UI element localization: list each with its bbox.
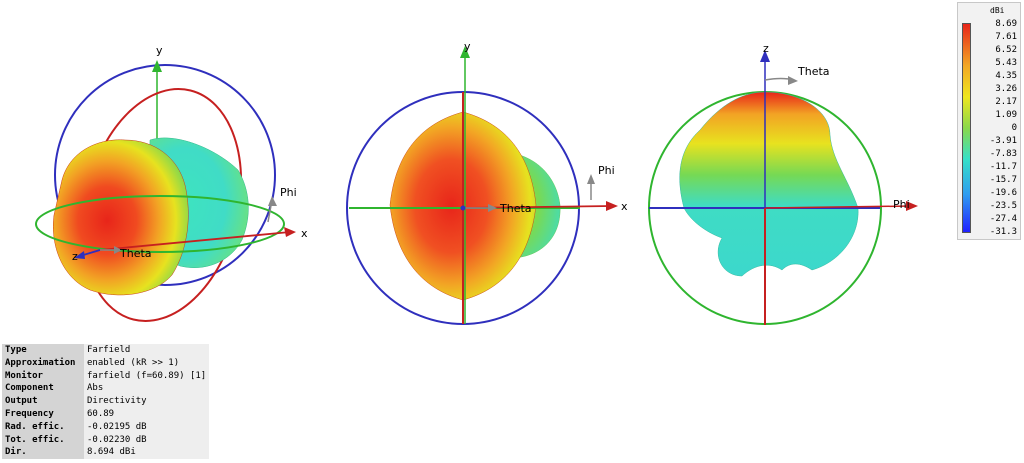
x-axis-line (764, 205, 913, 209)
info-row: Approximation enabled (kR >> 1) (2, 356, 210, 370)
info-label: Tot. effic. (2, 433, 84, 447)
colorbar-tick-label: 8.69 (995, 19, 1017, 29)
view-1-phi-label: Phi (280, 186, 297, 199)
info-value: -0.02195 dB (84, 420, 210, 434)
info-row: Type Farfield (2, 344, 210, 357)
z-axis-arrow (760, 50, 770, 62)
info-value: enabled (kR >> 1) (84, 356, 210, 370)
colorbar-tick-label: -15.7 (989, 175, 1017, 185)
view-1-x-label: x (301, 227, 308, 240)
phi-arrow-head (268, 196, 277, 206)
colorbar-tick-label: 5.43 (995, 58, 1017, 68)
colorbar-legend: dBi 8.69 7.61 6.52 5.43 4.35 3.26 2.17 1.09 0 -3.… (957, 2, 1021, 240)
info-label: Frequency (2, 407, 84, 421)
info-label: Dir. (2, 446, 84, 460)
colorbar-tick-label: -7.83 (989, 149, 1017, 159)
info-label: Monitor (2, 369, 84, 383)
info-label: Output (2, 395, 84, 408)
info-value: farfield (f=60.89) [1] (84, 369, 210, 383)
info-label: Type (2, 344, 84, 357)
colorbar-tick-label: 3.26 (995, 84, 1017, 94)
colorbar-tick-label: -27.4 (989, 214, 1017, 224)
view-1-theta-label: Theta (119, 247, 152, 260)
theta-arrow-head (788, 76, 798, 85)
view-2-x-label: x (621, 200, 628, 213)
x-axis-arrow (906, 201, 918, 211)
z-axis-arrow (74, 251, 85, 259)
info-row: Rad. effic. -0.02195 dB (2, 420, 210, 434)
view-2-phi-label: Phi (598, 164, 615, 177)
blue-reference-circle (54, 64, 276, 286)
view-2-y-label: y (464, 40, 471, 53)
colorbar-tick-label: 1.09 (995, 110, 1017, 120)
info-value: Farfield (84, 344, 210, 357)
view-2-theta-label: Theta (499, 202, 532, 215)
theta-arrow-head (114, 246, 122, 254)
phi-arrow-head (587, 174, 595, 184)
view-1-perspective: x y z Theta Phi (35, 44, 308, 322)
colorbar-tick-label: 2.17 (995, 97, 1017, 107)
info-row: Monitor farfield (f=60.89) [1] (2, 369, 210, 383)
origin-marker (460, 205, 466, 211)
colorbar-tick-label: 0 (1011, 123, 1017, 133)
y-axis-arrow (152, 60, 162, 72)
info-label: Approximation (2, 356, 84, 370)
view-1-y-label: y (156, 44, 163, 57)
view-3-z-label: z (763, 42, 769, 55)
colorbar-ticks: 8.69 7.61 6.52 5.43 4.35 3.26 2.17 1.09 0 -3.91 -7… (974, 19, 1020, 239)
y-axis-arrow (460, 46, 470, 58)
info-label: Component (2, 382, 84, 396)
x-axis-arrow (284, 227, 296, 237)
info-value: Abs (84, 382, 210, 396)
colorbar-tick-label: 7.61 (995, 32, 1017, 42)
colorbar-tick-label: -23.5 (989, 201, 1017, 211)
info-value: -0.02230 dB (84, 433, 210, 447)
colorbar-gradient (962, 23, 971, 233)
view-3-side: z Theta Phi (648, 42, 918, 325)
info-value: Directivity (84, 395, 210, 408)
main-lobe (53, 139, 189, 296)
view-3-phi-label: Phi (893, 198, 910, 211)
colorbar-tick-label: -3.91 (989, 136, 1017, 146)
green-reference-circle (35, 195, 285, 253)
view-2-top: x y Theta Phi (346, 40, 628, 325)
colorbar-tick-label: 6.52 (995, 45, 1017, 55)
x-axis-line (99, 231, 291, 251)
colorbar-tick-label: 4.35 (995, 71, 1017, 81)
colorbar-tick-label: -19.6 (989, 188, 1017, 198)
theta-arrow-head (488, 204, 497, 212)
info-row: Output Directivity (2, 395, 210, 408)
info-label: Rad. effic. (2, 420, 84, 434)
info-row: Frequency 60.89 (2, 407, 210, 421)
info-row: Dir. 8.694 dBi (2, 446, 210, 460)
farfield-info-table: Type Farfield Approximation enabled (kR >> … (2, 344, 210, 460)
colorbar-tick-label: -11.7 (989, 162, 1017, 172)
info-row: Tot. effic. -0.02230 dB (2, 433, 210, 447)
colorbar-unit: dBi (990, 6, 1005, 15)
info-value: 60.89 (84, 407, 210, 421)
main-lobe (679, 91, 859, 277)
view-1-z-label: z (72, 250, 78, 263)
colorbar-tick-label: -31.3 (989, 227, 1017, 237)
view-3-theta-label: Theta (797, 65, 830, 78)
info-row: Component Abs (2, 382, 210, 396)
x-axis-arrow (606, 201, 618, 211)
info-value: 8.694 dBi (84, 446, 210, 460)
